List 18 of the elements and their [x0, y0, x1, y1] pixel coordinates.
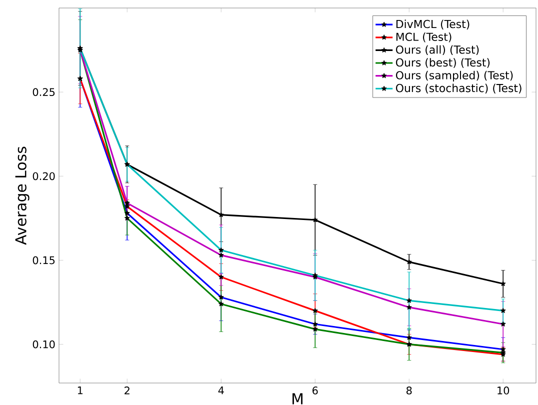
y-tick-label: 0.25 — [32, 88, 55, 96]
x-tick-label: 1 — [78, 386, 83, 394]
y-tick-label: 0.10 — [32, 340, 55, 348]
legend-label: MCL (Test) — [396, 32, 452, 42]
x-tick-label: 4 — [218, 386, 224, 394]
x-axis-title: M — [292, 393, 302, 404]
y-axis-title: Average Loss — [15, 146, 30, 245]
x-tick-label: 10 — [498, 386, 510, 394]
legend-label: Ours (sampled) (Test) — [396, 70, 513, 82]
legend-label: Ours (stochastic) (Test) — [396, 84, 522, 94]
x-tick-label: 8 — [406, 386, 412, 394]
y-tick-label: 0.15 — [32, 256, 55, 264]
legend-label: Ours (best) (Test) — [396, 58, 490, 68]
legend-label: DivMCL (Test) — [396, 20, 470, 30]
legend-label: Ours (all) (Test) — [396, 45, 479, 56]
x-tick-label: 6 — [312, 386, 318, 394]
y-tick-label: 0.20 — [32, 172, 55, 180]
x-tick-label: 2 — [124, 386, 130, 394]
